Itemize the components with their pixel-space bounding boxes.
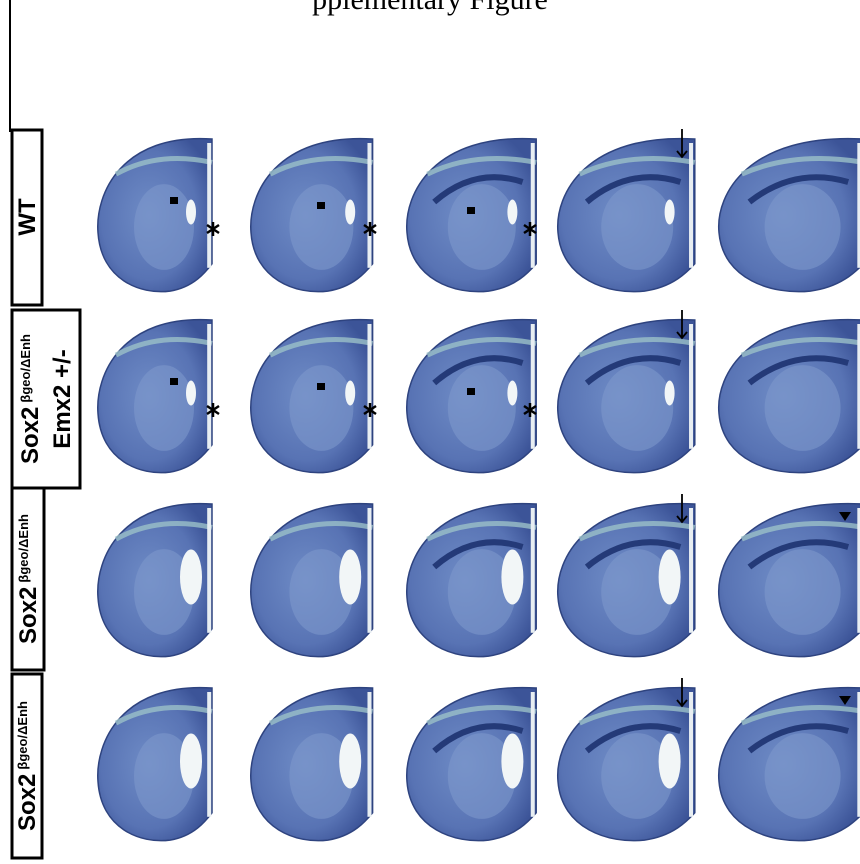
striatum <box>765 733 841 819</box>
row-label-sup: βgeo/ΔEnh <box>18 334 33 403</box>
striatum <box>601 365 673 451</box>
striatum <box>601 184 673 270</box>
striatum <box>448 365 516 451</box>
midline <box>689 508 693 633</box>
striatum <box>134 184 194 270</box>
ventricle <box>665 200 675 225</box>
brain-section <box>719 320 860 473</box>
ventricle <box>180 734 202 789</box>
marker-square <box>170 197 178 204</box>
striatum <box>289 184 353 270</box>
row-label-sup: βgeo/ΔEnh <box>16 514 31 583</box>
ventricle <box>345 200 355 225</box>
figure: pplementary Figure WT Sox2 βgeo/ΔEnh Emx2… <box>0 0 860 864</box>
brain-section <box>98 504 212 657</box>
brain-section <box>558 494 695 657</box>
striatum <box>765 365 841 451</box>
ventricle <box>501 734 523 789</box>
marker-square <box>467 207 475 214</box>
row-label: WT <box>14 198 41 236</box>
brain-section <box>251 139 376 292</box>
striatum <box>765 549 841 635</box>
midline <box>367 324 371 449</box>
midline <box>531 143 535 268</box>
midline <box>207 508 211 633</box>
ventricle <box>507 381 517 406</box>
midline <box>531 324 535 449</box>
brain-section <box>407 504 536 657</box>
brain-section <box>719 688 860 841</box>
midline <box>207 143 211 268</box>
row-label-main: Sox2 <box>15 587 42 644</box>
marker-square <box>317 202 325 209</box>
row-label-sup: βgeo/ΔEnh <box>15 701 30 770</box>
striatum <box>765 184 841 270</box>
ventricle <box>501 550 523 605</box>
brain-section <box>719 504 860 657</box>
row-label-main: Sox2 <box>14 774 41 831</box>
marker-square <box>467 388 475 395</box>
brain-section <box>251 688 373 841</box>
midline <box>689 692 693 817</box>
midline <box>367 692 371 817</box>
brain-section <box>558 129 695 292</box>
midline <box>207 692 211 817</box>
ventricle <box>186 200 196 225</box>
brain-section <box>98 320 219 473</box>
midline <box>689 324 693 449</box>
ventricle <box>186 381 196 406</box>
ventricle <box>659 550 681 605</box>
row-label-main: Sox2 <box>17 407 44 464</box>
brain-section <box>407 688 536 841</box>
midline <box>689 143 693 268</box>
striatum <box>289 365 353 451</box>
brain-section <box>407 320 536 473</box>
row-label-line2: Emx2 +/- <box>49 349 76 448</box>
brain-section <box>98 139 219 292</box>
brain-section <box>558 678 695 841</box>
ventricle <box>180 550 202 605</box>
brain-section <box>558 310 695 473</box>
midline <box>531 692 535 817</box>
midline <box>531 508 535 633</box>
figure-title: pplementary Figure <box>312 0 548 16</box>
striatum <box>134 365 194 451</box>
midline <box>367 143 371 268</box>
brain-section <box>719 139 860 292</box>
marker-square <box>317 383 325 390</box>
ventricle <box>665 381 675 406</box>
ventricle <box>339 550 361 605</box>
page: pplementary Figure WT Sox2 βgeo/ΔEnh Emx2… <box>0 0 860 864</box>
ventricle <box>345 381 355 406</box>
ventricle <box>507 200 517 225</box>
striatum <box>448 184 516 270</box>
marker-square <box>170 378 178 385</box>
midline <box>367 508 371 633</box>
ventricle <box>659 734 681 789</box>
ventricle <box>339 734 361 789</box>
brain-section <box>251 320 376 473</box>
brain-section <box>98 688 212 841</box>
brain-section <box>251 504 373 657</box>
brain-section <box>407 139 536 292</box>
midline <box>207 324 211 449</box>
